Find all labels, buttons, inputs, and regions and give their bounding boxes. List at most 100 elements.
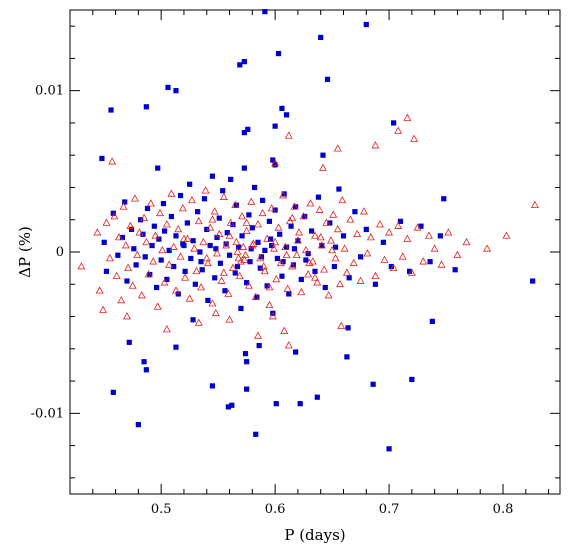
triangle-point bbox=[259, 262, 268, 270]
y-tick-label: 0 bbox=[56, 245, 64, 260]
square-point bbox=[255, 239, 261, 245]
triangle-point bbox=[311, 273, 319, 281]
square-point bbox=[372, 281, 378, 287]
triangle-point bbox=[394, 221, 403, 229]
square-point bbox=[197, 249, 203, 255]
square-point bbox=[181, 242, 187, 249]
triangle-point bbox=[437, 260, 446, 268]
square-point bbox=[142, 254, 148, 260]
triangle-point bbox=[290, 202, 299, 210]
triangle-point bbox=[215, 229, 224, 238]
square-point bbox=[173, 233, 179, 239]
square-point bbox=[291, 246, 298, 252]
square-point bbox=[225, 404, 231, 410]
triangle-point bbox=[162, 220, 171, 228]
triangle-point bbox=[165, 260, 174, 268]
square-point bbox=[187, 181, 193, 187]
triangle-point bbox=[462, 237, 471, 246]
triangle-point bbox=[160, 278, 169, 286]
triangle-point bbox=[146, 199, 155, 207]
triangle-point bbox=[77, 262, 86, 270]
triangle-point bbox=[231, 200, 240, 209]
triangle-point bbox=[194, 318, 203, 326]
square-point bbox=[312, 268, 318, 274]
square-point bbox=[154, 284, 160, 291]
triangle-point bbox=[93, 228, 102, 236]
triangle-point bbox=[453, 250, 462, 259]
square-point bbox=[267, 236, 274, 242]
x-tick-label: 0.7 bbox=[379, 502, 400, 517]
triangle-point bbox=[151, 231, 160, 239]
square-point bbox=[286, 291, 292, 297]
triangle-point bbox=[360, 207, 368, 215]
triangle-point bbox=[144, 270, 153, 278]
triangle-point bbox=[248, 241, 257, 249]
square-point bbox=[262, 9, 268, 15]
triangle-point bbox=[342, 268, 351, 276]
square-point bbox=[437, 233, 443, 239]
triangle-point bbox=[110, 212, 119, 220]
square-point bbox=[340, 233, 347, 239]
triangle-point bbox=[336, 279, 345, 288]
triangle-point bbox=[130, 194, 139, 202]
triangle-point bbox=[410, 134, 419, 142]
square-point bbox=[244, 359, 250, 365]
square-point bbox=[226, 252, 233, 258]
square-point bbox=[247, 259, 253, 265]
triangle-point bbox=[272, 274, 281, 283]
triangle-point bbox=[254, 331, 262, 339]
square-point bbox=[254, 294, 260, 300]
triangle-point bbox=[371, 141, 380, 149]
square-point bbox=[216, 215, 222, 221]
triangle-point bbox=[320, 265, 329, 273]
square-point bbox=[147, 271, 153, 278]
triangle-point bbox=[389, 263, 398, 271]
triangle-point bbox=[126, 221, 135, 229]
square-point bbox=[264, 283, 270, 289]
triangle-point bbox=[430, 244, 439, 252]
triangle-point bbox=[311, 231, 319, 239]
triangle-point bbox=[385, 228, 394, 236]
triangle-point bbox=[403, 113, 412, 121]
square-point bbox=[257, 265, 263, 271]
square-point bbox=[345, 325, 351, 331]
square-point bbox=[182, 268, 188, 274]
triangle-point bbox=[337, 321, 346, 330]
triangle-point bbox=[102, 218, 111, 226]
triangle-point bbox=[232, 237, 241, 246]
square-point bbox=[386, 446, 392, 452]
square-point bbox=[108, 107, 114, 113]
triangle-point bbox=[99, 305, 108, 313]
square-point bbox=[135, 422, 141, 428]
square-point bbox=[253, 431, 259, 437]
triangle-point bbox=[142, 237, 151, 246]
triangle-point bbox=[187, 195, 196, 204]
triangle-point bbox=[308, 257, 317, 265]
square-point bbox=[406, 268, 413, 274]
square-point bbox=[124, 278, 130, 284]
triangle-point bbox=[242, 218, 251, 226]
square-point bbox=[273, 401, 279, 407]
square-point bbox=[319, 242, 325, 249]
square-point bbox=[119, 234, 126, 241]
triangle-point bbox=[140, 213, 149, 221]
triangle-point bbox=[326, 236, 335, 244]
axis-ticks bbox=[69, 10, 560, 494]
triangle-point bbox=[371, 271, 380, 280]
square-point bbox=[314, 394, 320, 400]
square-point bbox=[140, 231, 146, 237]
square-point bbox=[272, 162, 278, 168]
square-point bbox=[164, 276, 170, 283]
square-point bbox=[244, 280, 250, 286]
triangle-point bbox=[222, 241, 231, 249]
triangle-point bbox=[283, 284, 292, 292]
triangle-point bbox=[306, 199, 315, 207]
triangle-point bbox=[128, 281, 137, 289]
square-point bbox=[177, 192, 184, 199]
square-point bbox=[156, 236, 162, 242]
square-point bbox=[149, 242, 155, 249]
triangle-point bbox=[121, 241, 130, 249]
triangle-point bbox=[293, 236, 302, 244]
square-point bbox=[126, 339, 132, 345]
triangle-point bbox=[299, 212, 308, 220]
